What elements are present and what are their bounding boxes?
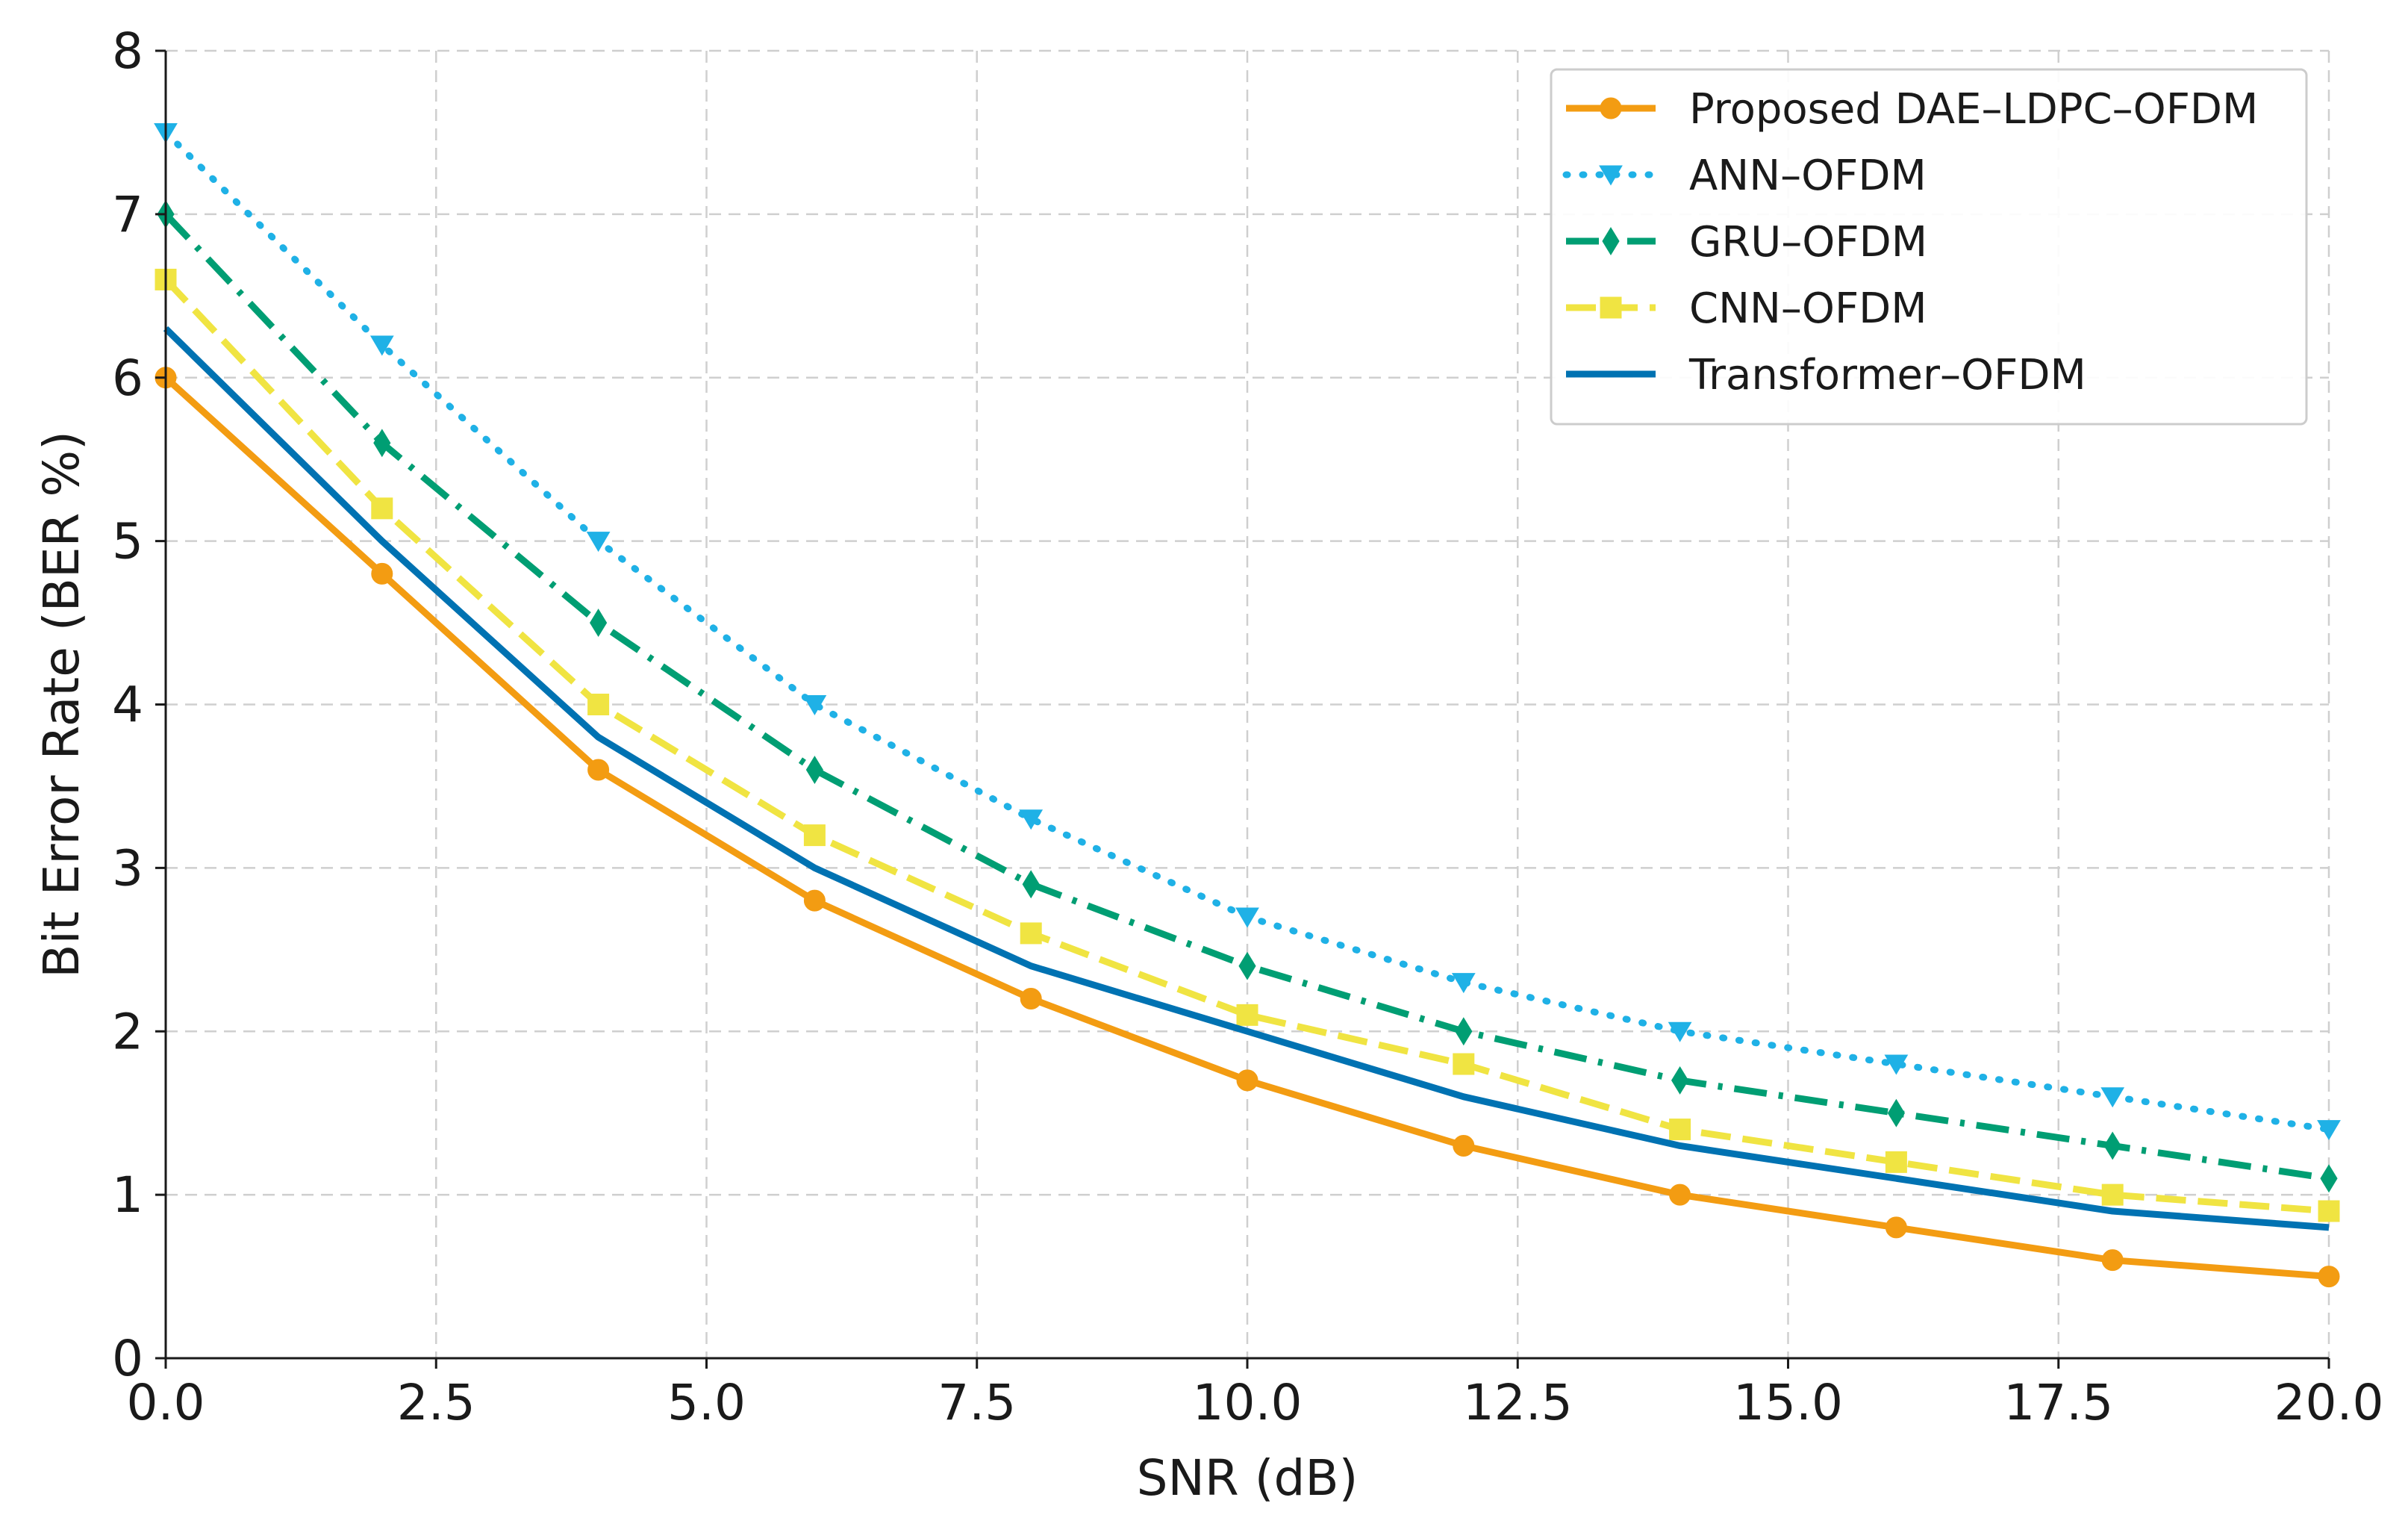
data-point xyxy=(373,429,391,458)
data-point xyxy=(371,562,393,585)
legend-marker xyxy=(1600,97,1622,119)
data-point xyxy=(1236,1004,1258,1026)
data-point xyxy=(586,532,611,553)
data-point xyxy=(1019,809,1044,830)
data-point xyxy=(1451,973,1476,994)
data-point xyxy=(1238,951,1256,980)
data-point xyxy=(1020,922,1042,945)
y-tick-label: 0 xyxy=(112,1330,143,1387)
x-axis-label: SNR (dB) xyxy=(1137,1449,1359,1507)
data-point xyxy=(1020,987,1042,1010)
data-point xyxy=(1669,1119,1691,1141)
data-point xyxy=(2318,1266,2340,1288)
series-0 xyxy=(155,367,2340,1288)
data-point xyxy=(590,609,608,638)
data-point xyxy=(1671,1066,1689,1095)
data-point xyxy=(587,759,610,781)
legend: Proposed DAE–LDPC–OFDM ANN–OFDM GRU–OFDM CN… xyxy=(1550,68,2308,426)
legend-item: Transformer–OFDM xyxy=(1566,351,2086,399)
x-tick-label: 2.5 xyxy=(397,1374,475,1431)
data-point xyxy=(587,694,610,715)
series-3 xyxy=(155,268,2340,1222)
legend-marker xyxy=(1602,227,1620,255)
data-point xyxy=(1453,1053,1475,1075)
data-point xyxy=(1885,1216,1907,1239)
data-point xyxy=(2320,1164,2338,1193)
legend-item: Proposed DAE–LDPC–OFDM xyxy=(1566,85,2258,134)
y-tick-label: 2 xyxy=(112,1003,143,1060)
series-2 xyxy=(157,199,2338,1193)
data-point xyxy=(1455,1017,1473,1046)
legend-item: ANN–OFDM xyxy=(1562,152,1927,200)
y-tick-label: 6 xyxy=(112,349,143,407)
data-point xyxy=(371,497,393,520)
data-point xyxy=(1022,870,1040,899)
y-tick-label: 1 xyxy=(112,1166,143,1224)
legend-label: Transformer–OFDM xyxy=(1688,351,2086,399)
legend-item: CNN–OFDM xyxy=(1566,284,1927,333)
data-point xyxy=(1885,1151,1907,1173)
data-point xyxy=(1236,1069,1258,1092)
data-point xyxy=(1235,907,1259,928)
legend-marker xyxy=(1600,296,1622,319)
data-point xyxy=(2101,1183,2124,1206)
y-tick-label: 7 xyxy=(112,186,143,243)
data-point xyxy=(803,824,826,847)
legend-label: ANN–OFDM xyxy=(1689,152,1927,200)
y-axis-label: Bit Error Rate (BER %) xyxy=(33,431,90,978)
data-point xyxy=(2318,1200,2340,1222)
legend-label: GRU–OFDM xyxy=(1689,218,1927,267)
legend-box xyxy=(1550,68,2308,426)
data-point xyxy=(805,756,823,785)
x-tick-label: 10.0 xyxy=(1193,1374,1303,1431)
y-tick-label: 8 xyxy=(112,22,143,80)
data-point xyxy=(2101,1249,2124,1272)
y-tick-label: 4 xyxy=(112,676,143,734)
y-tick-label: 3 xyxy=(112,839,143,897)
series-4 xyxy=(163,326,2330,1231)
x-tick-label: 12.5 xyxy=(1463,1374,1573,1431)
tick-labels: 0.0 2.5 5.0 7.5 10.0 12.5 15.0 17.5 20.0 0 1 2 3 4 5 6 7… xyxy=(112,22,2383,1431)
legend-marker xyxy=(1599,165,1623,186)
data-point xyxy=(369,335,394,356)
series-line xyxy=(163,277,2330,1215)
x-tick-label: 20.0 xyxy=(2274,1374,2384,1431)
x-tick-label: 15.0 xyxy=(1733,1374,1843,1431)
legend-item: GRU–OFDM xyxy=(1566,218,1927,267)
x-tick-label: 17.5 xyxy=(2003,1374,2113,1431)
data-point xyxy=(2103,1131,2121,1160)
data-point xyxy=(2317,1120,2341,1141)
x-tick-label: 7.5 xyxy=(938,1374,1016,1431)
y-tick-label: 5 xyxy=(112,513,143,570)
data-point xyxy=(802,695,827,715)
legend-label: Proposed DAE–LDPC–OFDM xyxy=(1689,85,2258,134)
data-point xyxy=(1884,1054,1909,1075)
data-point xyxy=(1669,1183,1691,1206)
data-point xyxy=(2100,1087,2125,1108)
series-lines xyxy=(154,122,2341,1288)
data-point xyxy=(1453,1134,1475,1157)
series-line xyxy=(163,326,2330,1231)
legend-label: CNN–OFDM xyxy=(1689,284,1927,333)
data-point xyxy=(1668,1021,1692,1042)
data-point xyxy=(1887,1098,1905,1127)
x-tick-label: 0.0 xyxy=(127,1374,205,1431)
x-tick-label: 5.0 xyxy=(667,1374,746,1431)
data-point xyxy=(803,889,826,912)
